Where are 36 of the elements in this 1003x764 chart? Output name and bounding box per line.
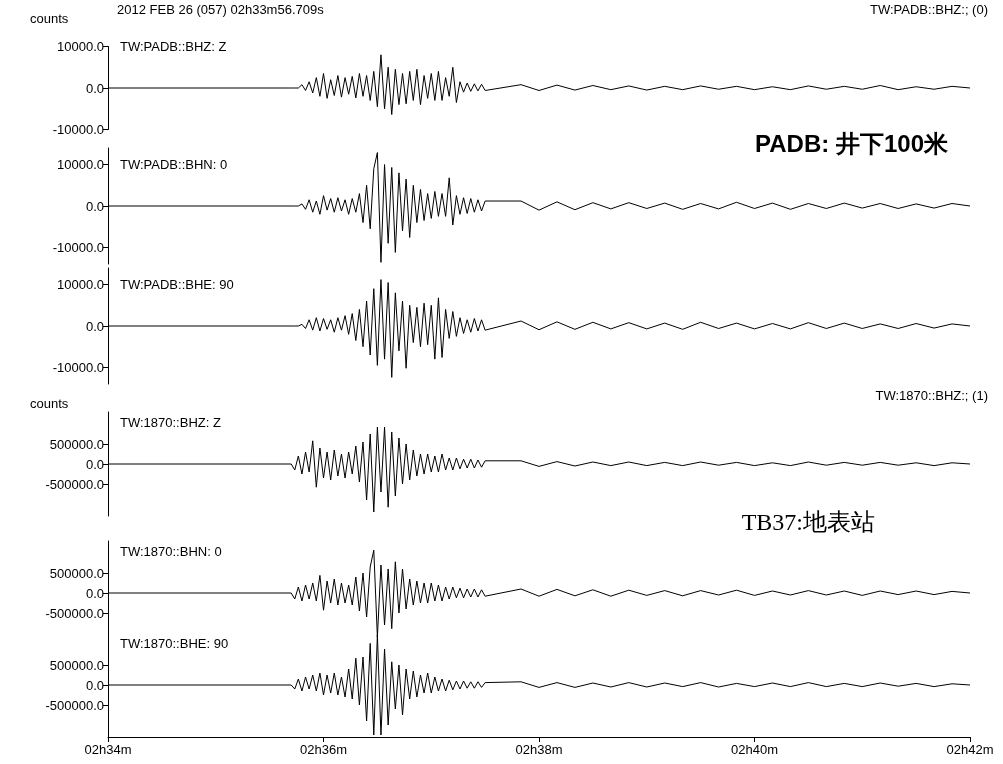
y-tick-label: 500000.0: [49, 436, 104, 452]
y-tick-label: 500000.0: [49, 657, 104, 673]
y-tick-label: -10000.0: [52, 239, 104, 255]
y-tick-label: 0.0: [85, 318, 104, 334]
y-tick-label: -500000.0: [45, 697, 104, 713]
text: TW:1870::BHZ:; (1): [875, 388, 988, 404]
chart-title: TW:PADB::BHZ: Z: [120, 39, 227, 54]
text: TW:PADB::BHE: 90: [120, 277, 234, 292]
text: TW:PADB::BHZ:; (0): [870, 2, 988, 18]
chart-title: TW:1870::BHN: 0: [120, 544, 222, 559]
y-tick-label: -500000.0: [45, 605, 104, 621]
y-tick-label: 10000.0: [57, 39, 104, 54]
annotation: PADB: 井下100米: [755, 130, 948, 158]
y-tick-label: -10000.0: [52, 359, 104, 375]
y-tick-label: 0.0: [85, 198, 104, 214]
y-tick-label: 0.0: [85, 677, 104, 693]
y-tick-label: 10000.0: [57, 277, 104, 293]
y-tick-label: 0.0: [85, 585, 104, 601]
chart-title: TW:1870::BHE: 90: [120, 636, 229, 651]
y-axis-title: counts: [30, 396, 69, 412]
y-tick-label: 10000.0: [57, 157, 104, 173]
text: TW:PADB::BHN: 0: [120, 157, 228, 172]
chart-title: TW:1870::BHZ: Z: [120, 415, 221, 430]
y-tick-label: 500000.0: [49, 565, 104, 581]
y-tick-label: 0.0: [85, 80, 104, 96]
annotation: TB37:地表站: [741, 508, 875, 536]
x-tick-label: 02h40m: [731, 742, 778, 757]
x-tick-label: 02h42m: [946, 742, 994, 757]
y-tick-label: -500000.0: [45, 476, 104, 492]
y-tick-label: 0.0: [85, 456, 104, 472]
text: 2012 FEB 26 (057) 02h33m56.709s: [117, 2, 324, 18]
y-axis-title: counts: [30, 11, 69, 27]
x-tick-label: 02h34m: [84, 742, 132, 757]
x-tick-label: 02h38m: [515, 742, 563, 757]
y-tick-label: -10000.0: [52, 122, 104, 137]
x-tick-label: 02h36m: [300, 742, 347, 757]
